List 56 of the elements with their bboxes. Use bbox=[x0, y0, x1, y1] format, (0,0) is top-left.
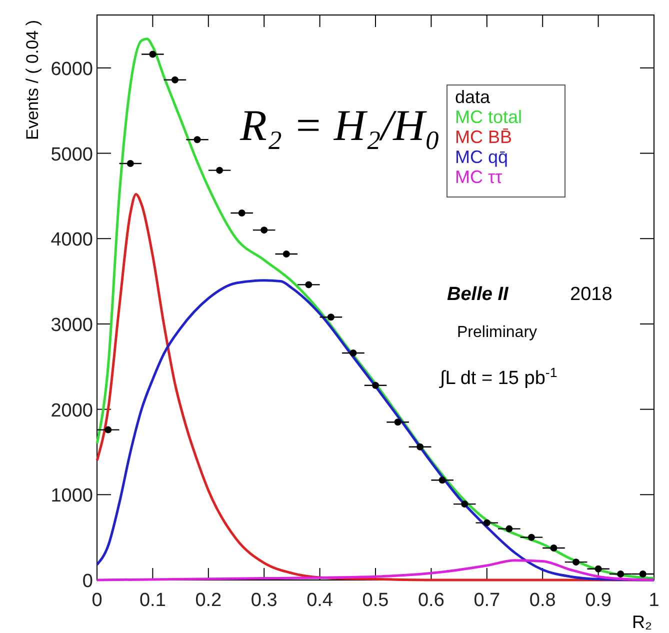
annotation: ∫L dt = 15 pb$^{-1}$ bbox=[439, 364, 558, 389]
y-tick-label: 6000 bbox=[50, 58, 93, 80]
x-tick-label: 0.2 bbox=[195, 590, 222, 611]
annotation: Belle II bbox=[447, 284, 509, 305]
text: MC qq̄ bbox=[455, 147, 508, 167]
y-tick-label: 3000 bbox=[50, 314, 93, 336]
x-tick-label: 1 bbox=[648, 590, 660, 611]
point bbox=[506, 525, 513, 532]
annotation: Preliminary bbox=[457, 324, 538, 341]
point bbox=[238, 210, 246, 217]
point bbox=[416, 443, 424, 450]
line-series bbox=[96, 559, 656, 582]
point bbox=[305, 281, 312, 288]
point bbox=[216, 166, 224, 174]
point bbox=[350, 349, 357, 356]
x-tick-label: 0.3 bbox=[250, 590, 278, 611]
y-tick-label: 4000 bbox=[50, 230, 93, 251]
text: data bbox=[455, 87, 492, 107]
x-tick-label: 0.6 bbox=[418, 590, 444, 611]
point bbox=[126, 160, 134, 168]
y-tick-label: 0 bbox=[82, 571, 93, 592]
point bbox=[260, 226, 268, 234]
point bbox=[171, 76, 178, 84]
text: MC total bbox=[455, 107, 522, 127]
x-axis-title: R₂ bbox=[632, 612, 652, 632]
x-tick-label: 0.5 bbox=[362, 590, 389, 611]
line-series bbox=[96, 192, 656, 582]
x-tick-label: 0.9 bbox=[585, 590, 612, 611]
y-tick-label: 5000 bbox=[50, 144, 93, 166]
x-tick-label: 0.8 bbox=[529, 590, 556, 611]
point bbox=[149, 50, 156, 58]
point bbox=[438, 476, 446, 484]
point bbox=[394, 418, 402, 426]
y-tick-label: 1000 bbox=[50, 486, 93, 507]
point bbox=[528, 534, 535, 541]
point bbox=[104, 426, 112, 434]
y-tick-label: 2000 bbox=[50, 400, 93, 422]
x-tick-label: 0.7 bbox=[474, 590, 500, 611]
point bbox=[461, 500, 468, 508]
text: MC ττ bbox=[455, 167, 502, 187]
point bbox=[194, 136, 201, 144]
x-tick-label: 0.4 bbox=[306, 590, 334, 611]
text: MC BB̄ bbox=[455, 127, 512, 147]
point bbox=[639, 570, 646, 578]
annotation: R₂ = H₂/H₀ bbox=[239, 101, 440, 150]
point bbox=[572, 558, 580, 566]
annotation: 2018 bbox=[570, 284, 612, 305]
point bbox=[282, 250, 290, 258]
point bbox=[483, 519, 490, 526]
point bbox=[550, 544, 558, 552]
y-axis-title: Events / ( 0.04 ) bbox=[23, 20, 42, 140]
point bbox=[372, 382, 379, 389]
point bbox=[327, 314, 334, 321]
x-tick-label: 0.1 bbox=[139, 590, 166, 611]
point bbox=[594, 565, 602, 572]
point bbox=[617, 570, 624, 578]
